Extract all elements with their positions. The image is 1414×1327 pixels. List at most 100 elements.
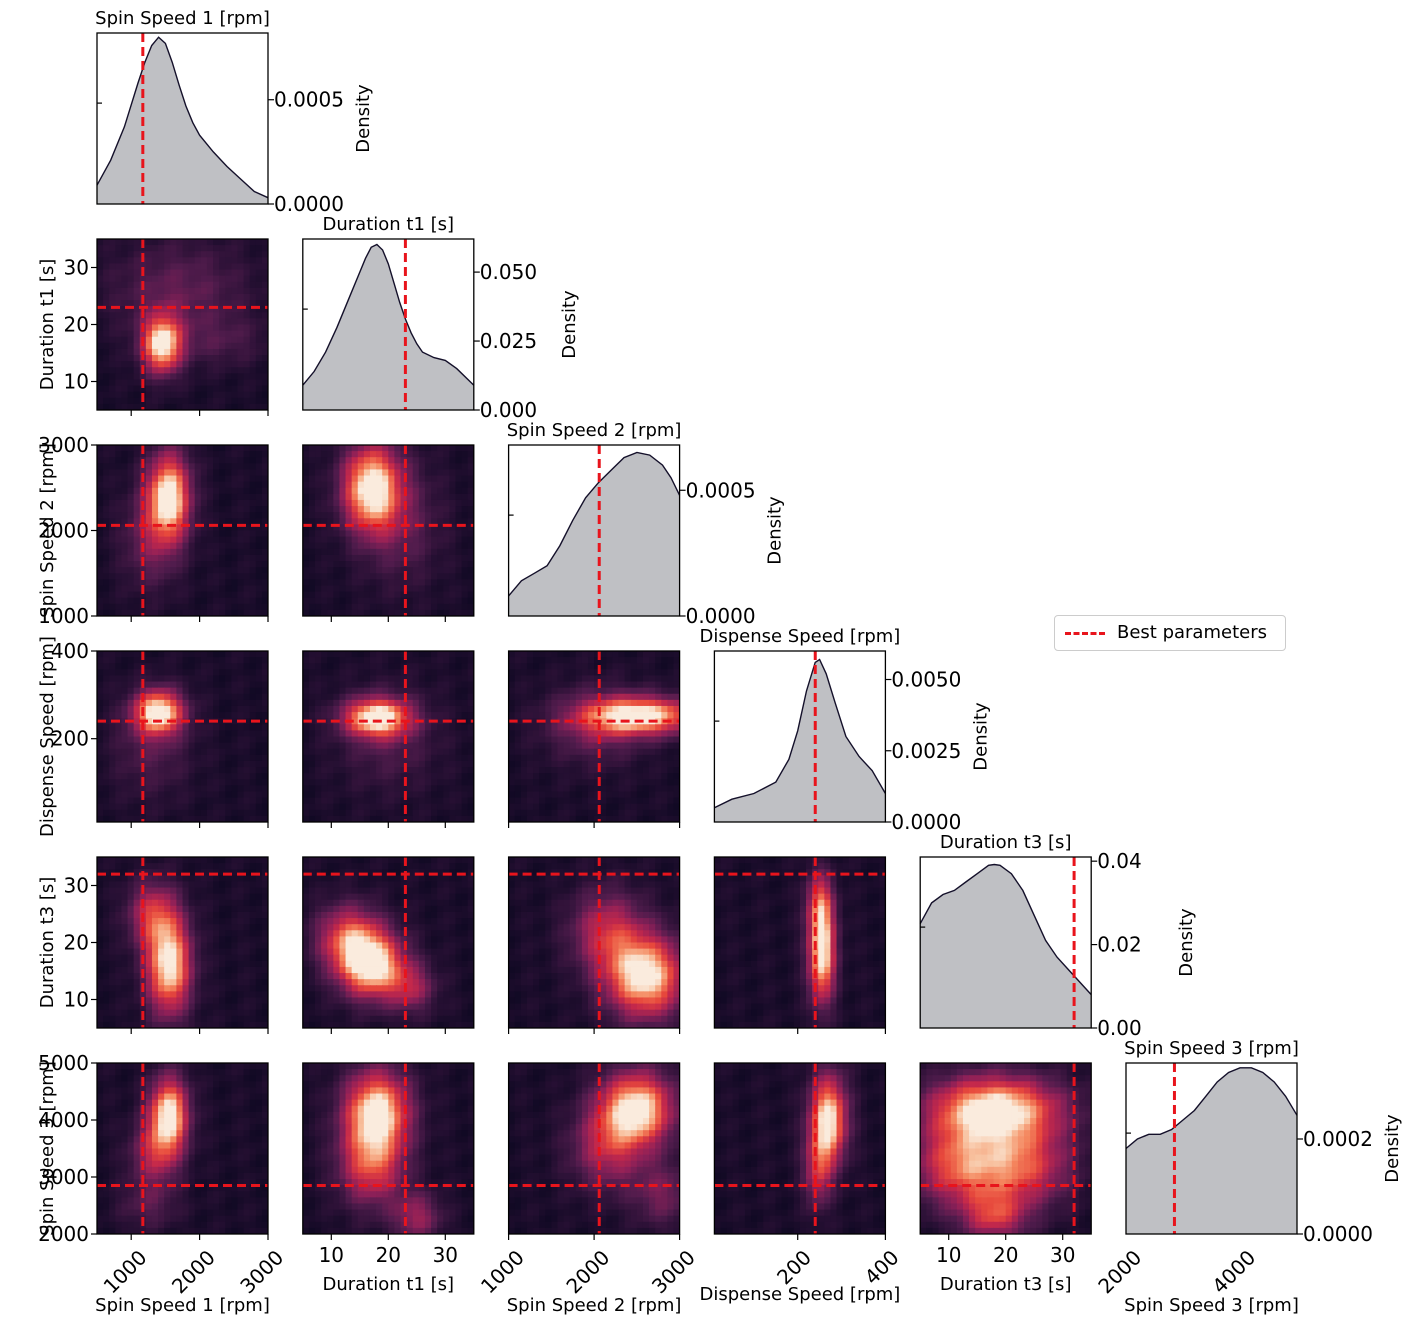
heatmap-cell — [551, 779, 559, 786]
heatmap-cell — [642, 767, 650, 774]
heatmap-cell — [158, 524, 165, 532]
heatmap-cell — [600, 809, 607, 817]
heatmap-cell — [255, 863, 263, 870]
heatmap-cell — [225, 355, 232, 362]
heatmap-cell — [115, 293, 123, 301]
heatmap-cell — [194, 669, 202, 677]
heatmap-cell — [127, 481, 135, 489]
heatmap-cell — [449, 809, 457, 817]
heatmap-cell — [255, 275, 263, 283]
heatmap-cell — [431, 518, 438, 525]
heatmap-cell — [600, 736, 607, 744]
heatmap-cell — [243, 675, 251, 683]
heatmap-cell — [109, 797, 116, 805]
heatmap-cell — [127, 530, 135, 538]
heatmap-cell — [545, 693, 552, 701]
heatmap-cell — [182, 597, 190, 605]
heatmap-cell — [563, 767, 571, 774]
heatmap-cell — [243, 730, 251, 738]
heatmap-cell — [514, 760, 522, 768]
heatmap-cell — [170, 469, 177, 477]
heatmap-cell — [200, 863, 208, 870]
heatmap-cell — [237, 687, 245, 695]
heatmap-cell — [133, 675, 141, 683]
heatmap-cell — [412, 699, 420, 707]
heatmap-cell — [158, 293, 165, 301]
heatmap-cell — [249, 373, 257, 381]
heatmap-cell — [449, 748, 457, 756]
heatmap-cell — [213, 881, 220, 889]
heatmap-cell — [630, 779, 638, 786]
heatmap-cell — [431, 573, 438, 580]
heatmap-cell — [424, 815, 432, 822]
heatmap-cell — [339, 536, 347, 544]
heatmap-cell — [121, 797, 129, 805]
heatmap-cell — [97, 893, 104, 901]
heatmap-cell — [376, 597, 383, 605]
heatmap-cell — [158, 669, 165, 677]
heatmap-cell — [351, 481, 359, 489]
heatmap-cell — [170, 512, 177, 519]
heatmap-cell — [200, 293, 208, 301]
heatmap-cell — [308, 579, 316, 587]
heatmap-cell — [461, 585, 469, 593]
heatmap-cell — [182, 499, 190, 507]
heatmap-cell — [151, 269, 159, 277]
heatmap-cell — [443, 712, 450, 719]
heatmap-cell — [533, 712, 540, 719]
heatmap-cell — [655, 669, 662, 677]
heatmap-cell — [315, 463, 322, 471]
heatmap-cell — [127, 911, 135, 919]
heatmap-cell — [133, 760, 141, 768]
heatmap-cell — [369, 651, 377, 658]
heatmap-cell — [345, 512, 353, 519]
heatmap-cell — [219, 785, 226, 793]
heatmap-cell — [587, 767, 595, 774]
heatmap-cell — [424, 518, 432, 525]
heatmap-cell — [243, 669, 251, 677]
heatmap-cell — [206, 239, 214, 246]
heatmap-cell — [673, 681, 680, 689]
heatmap-cell — [103, 663, 110, 670]
heatmap-cell — [394, 487, 402, 495]
heatmap-cell — [206, 591, 214, 599]
heatmap-cell — [587, 712, 595, 719]
heatmap-cell — [145, 379, 153, 387]
heatmap-cell — [243, 875, 251, 883]
heatmap-cell — [339, 554, 347, 562]
heatmap-cell — [618, 785, 626, 793]
heatmap-cell — [255, 367, 263, 374]
heatmap-cell — [443, 585, 450, 593]
heatmap-cell — [109, 803, 116, 811]
heatmap-cell — [109, 863, 116, 870]
heatmap-cell — [176, 257, 184, 265]
heatmap-cell — [418, 493, 426, 501]
heatmap-cell — [382, 554, 389, 562]
heatmap-cell — [231, 881, 239, 889]
heatmap-cell — [302, 481, 310, 489]
heatmap-cell — [412, 773, 420, 780]
heatmap-cell — [520, 803, 528, 811]
heatmap-cell — [225, 881, 232, 889]
heatmap-cell — [121, 536, 129, 544]
heatmap-cell — [357, 797, 365, 805]
heatmap-cell — [618, 797, 626, 805]
heatmap-cell — [673, 748, 680, 756]
heatmap-cell — [158, 245, 165, 252]
heatmap-cell — [243, 385, 251, 393]
heatmap-cell — [194, 779, 202, 786]
heatmap-cell — [103, 675, 110, 683]
heatmap-cell — [194, 403, 202, 410]
heatmap-cell — [394, 469, 402, 477]
heatmap-cell — [437, 451, 444, 458]
heatmap-cell — [443, 542, 450, 550]
heatmap-cell — [194, 548, 202, 556]
heatmap-cell — [351, 724, 359, 731]
heatmap-cell — [382, 524, 389, 532]
heatmap-cell — [219, 760, 226, 768]
heatmap-cell — [164, 809, 171, 817]
heatmap-cell — [636, 736, 644, 744]
heatmap-cell — [261, 773, 268, 780]
heatmap-cell — [145, 773, 153, 780]
heatmap-cell — [575, 803, 583, 811]
